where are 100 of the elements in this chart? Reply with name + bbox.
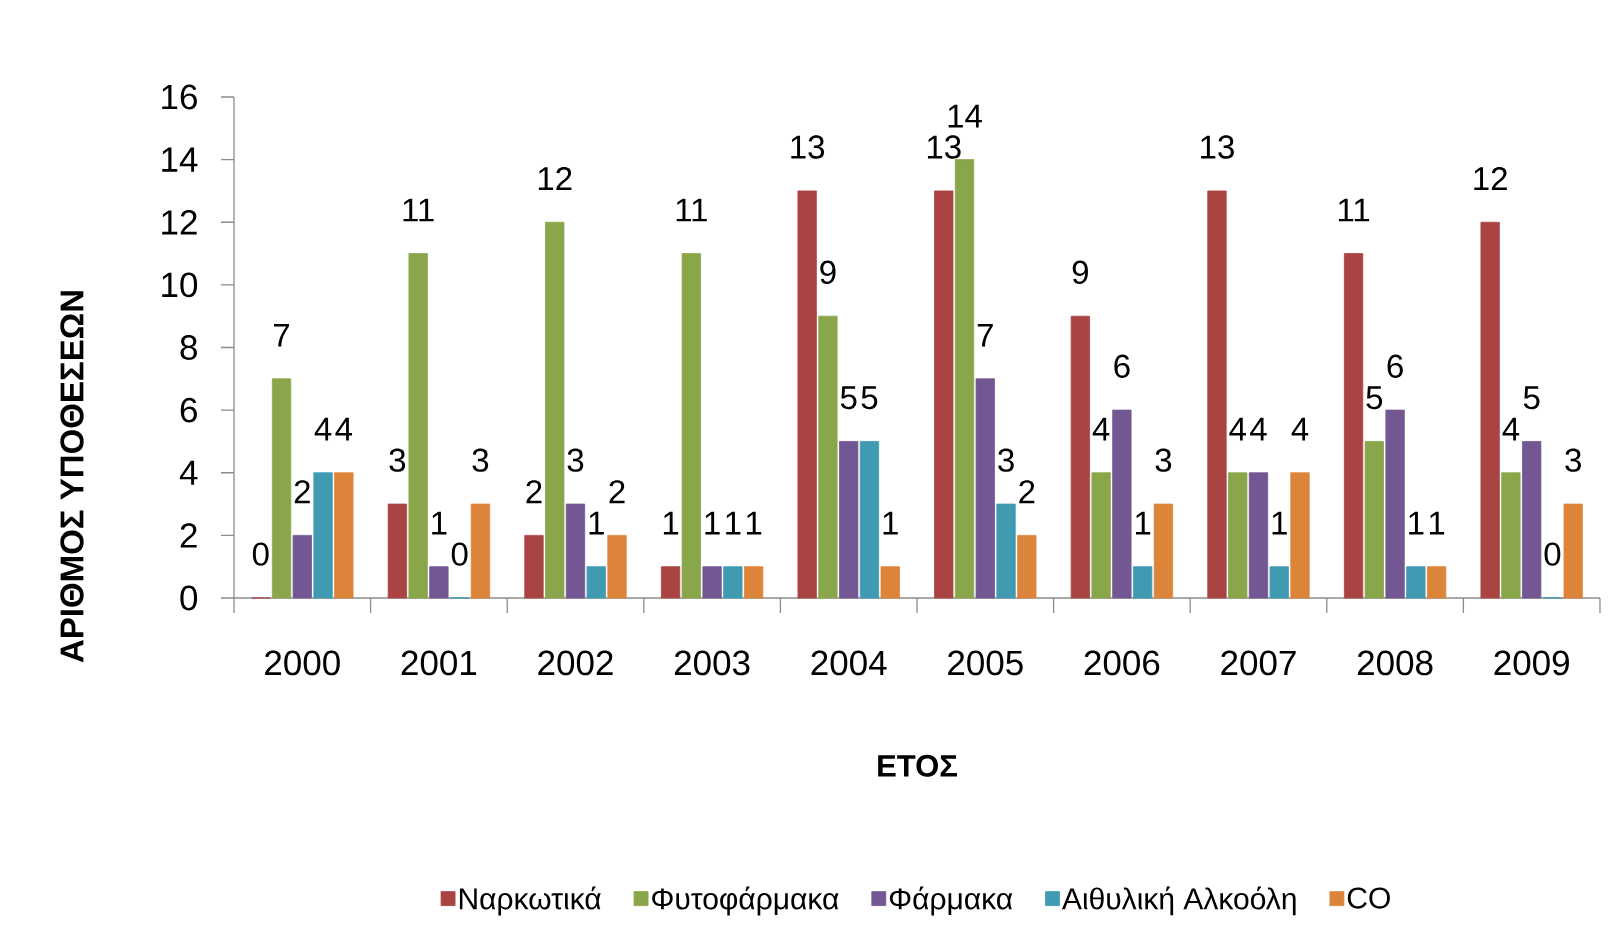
data-label: 3 — [1155, 448, 1172, 472]
data-label: 2 — [609, 480, 625, 504]
legend-label: Αιθυλική Αλκοόλη — [1061, 886, 1296, 916]
bar — [1248, 472, 1269, 599]
data-label: 1 — [589, 511, 604, 535]
legend-label: Φάρμακα — [889, 886, 1013, 916]
data-label: 12 — [538, 167, 572, 191]
data-label: 4 — [1250, 417, 1267, 441]
bar — [1364, 441, 1384, 599]
bar — [1406, 566, 1426, 599]
data-label: 1 — [883, 511, 898, 535]
bar — [1480, 221, 1500, 599]
data-label: 11 — [403, 198, 434, 222]
data-label: 4 — [1502, 417, 1520, 441]
y-tick-label: 2 — [180, 523, 197, 548]
data-label: 2 — [1019, 480, 1035, 504]
bar — [565, 503, 586, 599]
data-label: 3 — [472, 448, 489, 472]
bar — [1228, 472, 1248, 599]
bar — [429, 566, 449, 599]
data-label: 2 — [294, 480, 310, 504]
x-tick-label: 2005 — [948, 650, 1023, 676]
data-label: 3 — [567, 448, 584, 472]
bar — [334, 472, 354, 599]
bar — [1153, 503, 1174, 599]
bar — [292, 534, 312, 599]
data-label: 9 — [820, 260, 836, 284]
data-label: 11 — [1338, 198, 1370, 222]
data-label: 7 — [977, 323, 993, 347]
bar — [818, 315, 838, 599]
bar — [723, 566, 743, 599]
bar — [313, 472, 333, 599]
bar — [1522, 441, 1542, 599]
data-label: 1 — [1272, 511, 1287, 535]
bar — [1091, 472, 1111, 599]
bar — [271, 378, 292, 599]
data-label: 1 — [746, 511, 762, 535]
data-label: 1 — [432, 511, 447, 535]
data-label: 6 — [1387, 354, 1403, 378]
x-tick-label: 2008 — [1357, 650, 1433, 676]
data-label: 0 — [1544, 542, 1561, 566]
y-tick-label: 14 — [162, 147, 198, 172]
y-tick-label: 16 — [162, 84, 197, 110]
bar — [1385, 409, 1405, 599]
data-label: 1 — [726, 511, 741, 535]
bar — [880, 566, 900, 599]
bar — [975, 378, 995, 599]
data-label: 7 — [274, 323, 290, 347]
bar — [744, 566, 764, 599]
bar — [702, 566, 722, 599]
data-label: 0 — [252, 542, 269, 566]
data-label: 1 — [1135, 511, 1151, 535]
x-tick-label: 2007 — [1221, 650, 1296, 676]
x-tick-label: 2009 — [1494, 650, 1569, 676]
data-label: 4 — [1092, 417, 1110, 441]
data-label: 6 — [1114, 354, 1130, 378]
data-label: 4 — [314, 417, 332, 441]
data-label: 4 — [335, 417, 353, 441]
y-tick-label: 12 — [162, 210, 197, 235]
legend-label: Φυτοφάρμακα — [652, 886, 839, 916]
bar — [1207, 190, 1227, 599]
bar — [934, 190, 954, 599]
bar — [681, 253, 701, 599]
bar — [839, 441, 859, 599]
bar — [524, 534, 544, 599]
data-label: 3 — [998, 448, 1014, 472]
data-label: 13 — [1201, 135, 1234, 159]
bar — [470, 503, 491, 599]
bar — [859, 441, 880, 599]
x-axis-title: ΕΤΟΣ — [878, 754, 957, 777]
data-label: 3 — [389, 448, 406, 472]
bar — [586, 566, 606, 599]
data-label: 4 — [1291, 417, 1309, 441]
bar — [1426, 566, 1447, 599]
data-label: 4 — [1229, 417, 1246, 441]
data-label: 9 — [1072, 260, 1088, 284]
y-tick-label: 10 — [162, 272, 198, 298]
bar — [1501, 472, 1521, 599]
x-tick-label: 2001 — [401, 650, 477, 676]
data-label: 1 — [1409, 511, 1424, 535]
bar — [1563, 503, 1583, 599]
data-label: 3 — [1565, 448, 1581, 472]
data-label: 1 — [1429, 511, 1445, 535]
bar — [1290, 472, 1310, 599]
data-label: 13 — [791, 135, 825, 159]
data-label: 5 — [1366, 386, 1383, 410]
data-label: 12 — [1474, 167, 1507, 191]
bar — [1269, 566, 1289, 599]
data-label: 1 — [663, 511, 679, 535]
data-label: 13 — [927, 135, 961, 159]
data-label: 5 — [861, 386, 878, 410]
y-tick-label: 4 — [179, 460, 198, 485]
bar — [1070, 315, 1090, 599]
data-label: 0 — [451, 542, 468, 566]
y-tick-label: 6 — [180, 397, 197, 423]
data-label: 1 — [705, 511, 720, 535]
y-tick-label: 0 — [180, 585, 198, 611]
bar — [1133, 566, 1153, 599]
y-axis-title: ΑΡΙΘΜΟΣ ΥΠΟΘΕΣΕΩΝ — [60, 291, 84, 663]
bar — [660, 566, 681, 599]
